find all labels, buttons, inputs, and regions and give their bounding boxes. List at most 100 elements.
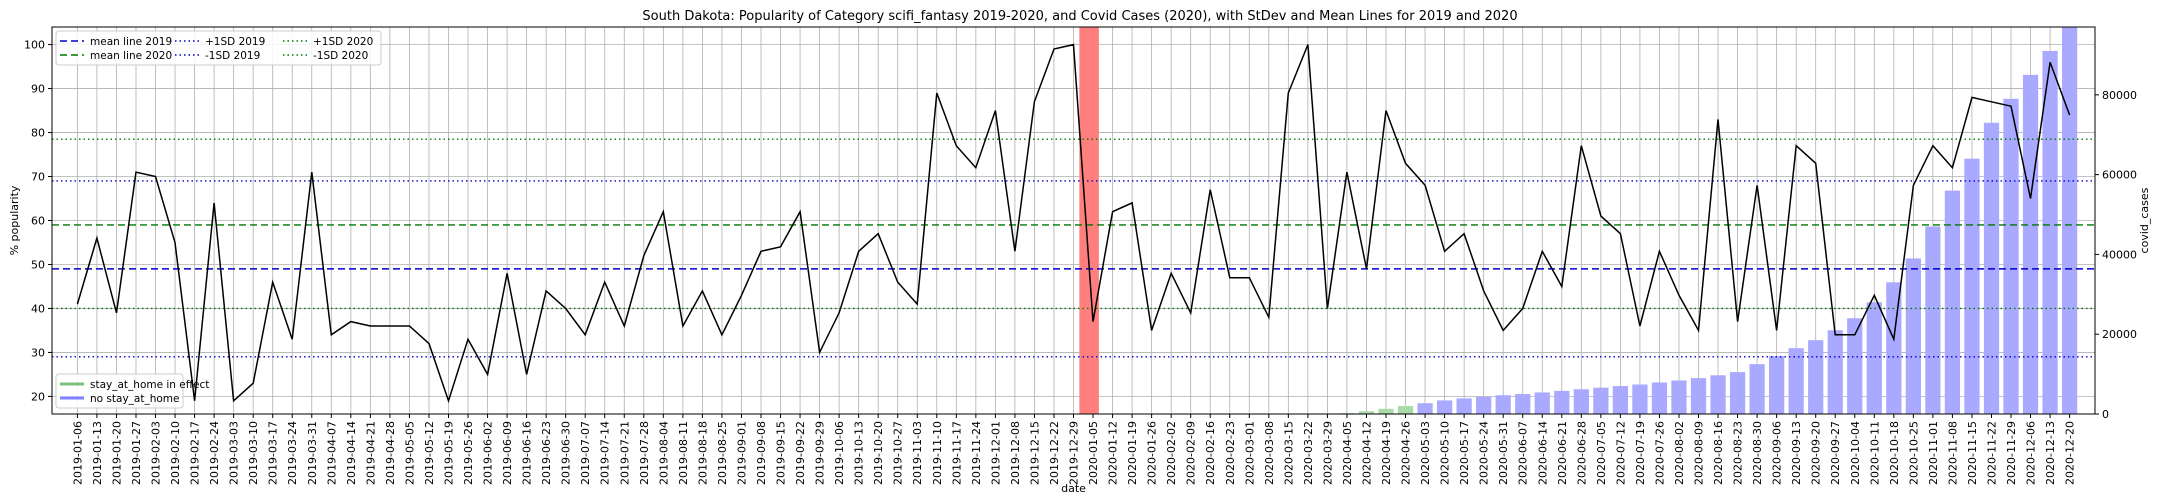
covid-bar <box>1632 384 1648 414</box>
x-tick-label: 2019-06-30 <box>560 421 573 485</box>
x-tick-label: 2020-01-26 <box>1146 421 1159 485</box>
legend-stay-at-home: stay_at_home in effect no stay_at_home <box>55 373 209 409</box>
x-tick-label: 2019-12-29 <box>1068 421 1081 485</box>
x-tick-label: 2019-10-06 <box>833 421 846 485</box>
popularity-line <box>76 43 2071 404</box>
x-tick-label: 2020-02-02 <box>1165 421 1178 485</box>
covid-bar <box>2061 27 2078 414</box>
x-tick-label: 2019-01-13 <box>91 421 104 485</box>
x-tick-label: 2019-04-14 <box>345 421 358 485</box>
covid-bar <box>1710 375 1726 414</box>
y2-tick-label: 60000 <box>2102 169 2137 182</box>
covid-bar <box>1944 190 1961 414</box>
x-tick-label: 2020-05-03 <box>1419 421 1432 485</box>
covid-bar <box>1573 389 1589 414</box>
x-tick-label: 2020-02-23 <box>1224 421 1237 485</box>
x-tick-label: 2020-09-27 <box>1829 421 1842 485</box>
y-tick-label: 40 <box>31 302 45 315</box>
x-tick-label: 2019-12-15 <box>1028 421 1041 485</box>
legend-line-label: mean line 2020 <box>90 50 172 62</box>
x-tick-label: 2019-03-31 <box>306 421 319 485</box>
y-axis-label: % popularity <box>8 185 21 255</box>
x-tick-label: 2019-08-25 <box>716 421 729 485</box>
y2-tick-label: 0 <box>2102 408 2109 421</box>
x-tick-label: 2020-12-06 <box>2025 421 2038 485</box>
x-tick-label: 2019-06-23 <box>540 421 553 485</box>
x-tick-label: 2019-05-12 <box>423 421 436 485</box>
y2-tick-label: 40000 <box>2102 248 2137 261</box>
x-tick-label: 2019-11-17 <box>950 421 963 485</box>
covid-bar <box>1925 226 1941 414</box>
x-tick-label: 2019-09-15 <box>775 421 788 485</box>
x-tick-label: 2020-04-19 <box>1380 421 1393 485</box>
covid-bar <box>1729 372 1746 414</box>
x-tick-label: 2019-09-08 <box>755 421 768 485</box>
x-tick-label: 2020-06-21 <box>1556 421 1569 485</box>
legend-line-label: -1SD 2019 <box>205 50 260 62</box>
x-axis-ticks: 2019-01-06 2019-01-13 2019-01-20 2019-01-27… <box>71 414 2077 485</box>
x-tick-label: 2019-12-08 <box>1009 421 1022 485</box>
covid-bar <box>1612 386 1629 414</box>
highlight-layer <box>1079 27 1099 414</box>
x-tick-label: 2020-12-13 <box>2044 421 2057 485</box>
covid-bar <box>1456 398 1472 414</box>
x-tick-label: 2020-03-29 <box>1321 421 1334 485</box>
x-tick-label: 2020-03-08 <box>1263 421 1276 485</box>
x-tick-label: 2019-06-16 <box>521 421 534 485</box>
legend-bar-label: no stay_at_home <box>90 393 179 405</box>
x-tick-label: 2020-10-04 <box>1849 421 1862 485</box>
x-tick-label: 2019-02-24 <box>208 421 221 485</box>
covid-bar <box>2042 50 2058 415</box>
x-tick-label: 2020-07-05 <box>1595 421 1608 485</box>
covid-bar <box>1534 392 1550 414</box>
x-tick-label: 2020-04-05 <box>1341 421 1354 485</box>
x-tick-label: 2020-03-22 <box>1302 421 1315 485</box>
x-tick-label: 2020-08-16 <box>1712 421 1725 485</box>
covid-bar <box>2003 98 2019 415</box>
x-tick-label: 2019-03-17 <box>267 421 280 485</box>
x-tick-label: 2019-12-01 <box>989 421 1002 485</box>
x-tick-label: 2019-07-21 <box>618 421 631 485</box>
x-tick-label: 2020-11-22 <box>1985 421 1998 485</box>
x-tick-label: 2020-07-26 <box>1653 421 1666 485</box>
covid-bar <box>1769 356 1785 414</box>
x-tick-label: 2020-05-24 <box>1478 421 1491 485</box>
x-tick-label: 2020-07-12 <box>1614 421 1627 485</box>
covid-bar <box>1905 258 1921 414</box>
legend-box <box>55 30 382 66</box>
popularity-series <box>76 43 2071 404</box>
x-tick-label: 2019-01-06 <box>71 421 84 485</box>
y-axis-ticks: 20 30 40 50 60 70 80 90 100 <box>24 39 52 403</box>
x-tick-label: 2019-10-27 <box>892 421 905 485</box>
x-tick-label: 2020-04-12 <box>1360 421 1373 485</box>
x-tick-label: 2019-07-28 <box>638 421 651 485</box>
covid-bar <box>1886 282 1902 414</box>
grid <box>52 27 2095 414</box>
x-tick-label: 2020-07-19 <box>1634 421 1647 485</box>
x-tick-label: 2019-06-02 <box>482 421 495 485</box>
x-tick-label: 2019-07-07 <box>579 421 592 485</box>
x-tick-label: 2019-05-19 <box>442 421 455 485</box>
legend-reference-lines: mean line 2019 mean line 2020 +1SD 2019 -1S… <box>55 30 382 66</box>
x-tick-label: 2020-12-20 <box>2064 421 2077 485</box>
covid-bar <box>1476 396 1492 414</box>
x-tick-label: 2020-08-23 <box>1732 421 1745 485</box>
y-tick-label: 20 <box>31 390 45 403</box>
x-tick-label: 2020-08-09 <box>1693 421 1706 485</box>
x-tick-label: 2020-09-20 <box>1810 421 1823 485</box>
legend-line-label: -1SD 2020 <box>313 50 368 62</box>
x-tick-label: 2019-02-10 <box>169 421 182 485</box>
x-tick-label: 2020-05-10 <box>1439 421 1452 485</box>
y2-tick-label: 80000 <box>2102 89 2137 102</box>
y-tick-label: 50 <box>31 258 45 271</box>
legend-line-label: +1SD 2019 <box>205 36 265 48</box>
x-tick-label: 2019-11-10 <box>931 421 944 485</box>
covid-bar <box>1671 380 1687 414</box>
x-tick-label: 2019-01-20 <box>110 421 123 485</box>
y2-tick-label: 20000 <box>2102 328 2137 341</box>
covid-bar <box>1964 158 1980 414</box>
x-tick-label: 2020-02-09 <box>1185 421 1198 485</box>
covid-bar <box>1397 406 1414 414</box>
covid-bar <box>1808 340 1824 414</box>
